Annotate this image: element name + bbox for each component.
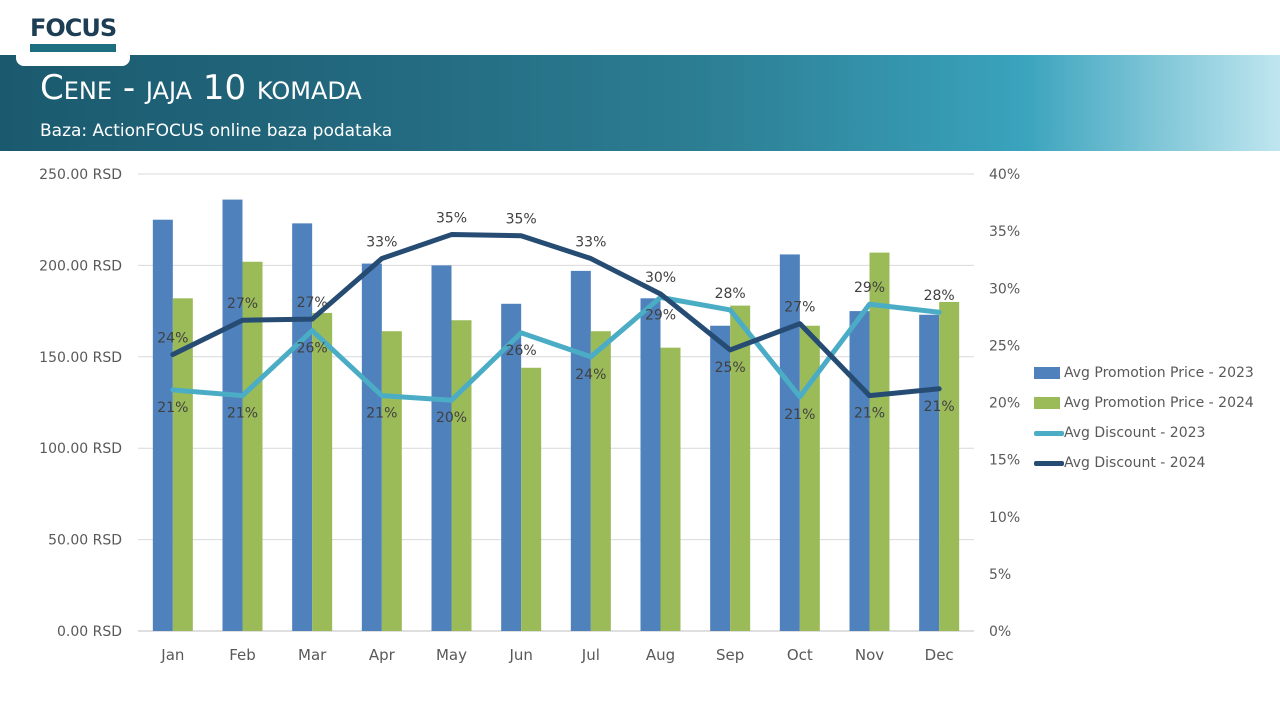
x-tick-label: Apr [369, 646, 396, 664]
data-label-discount-2024: 35% [436, 211, 467, 227]
x-tick-label: Mar [298, 646, 327, 664]
x-tick-label: Jun [508, 646, 532, 664]
y-left-tick-label: 200.00 RSD [39, 258, 122, 274]
data-label-discount-2024: 35% [506, 212, 537, 228]
x-tick-label: May [436, 646, 467, 664]
chart-legend: Avg Promotion Price - 2023 Avg Promotion… [1034, 358, 1254, 478]
data-label-discount-2024: 30% [645, 270, 676, 286]
data-label-discount-2023: 26% [297, 341, 328, 357]
y-right-tick-label: 5% [989, 567, 1011, 583]
legend-label-disc-2024: Avg Discount - 2024 [1064, 455, 1206, 471]
x-tick-label: Jan [160, 646, 184, 664]
bar-promo-2024 [730, 305, 751, 631]
bar-promo-2024 [660, 347, 681, 631]
legend-line-disc-2024 [1034, 460, 1064, 466]
bar-promo-2023 [222, 199, 243, 632]
page-subtitle: Baza: ActionFOCUS online baza podataka [40, 121, 393, 141]
logo-text: FOCUS [30, 14, 117, 42]
legend-item-disc-2023: Avg Discount - 2023 [1034, 418, 1254, 448]
data-label-discount-2024: 27% [227, 296, 258, 312]
data-label-discount-2023: 21% [157, 400, 188, 416]
data-label-discount-2023: 21% [366, 406, 397, 422]
focus-logo: FOCUS [16, 0, 130, 66]
header-band [0, 55, 1280, 151]
y-right-tick-label: 15% [989, 453, 1020, 469]
legend-swatch-promo-2023 [1034, 367, 1060, 379]
y-left-tick-label: 100.00 RSD [39, 441, 122, 457]
bar-promo-2023 [919, 314, 940, 631]
bar-promo-2023 [640, 298, 661, 631]
bar-promo-2023 [710, 325, 731, 631]
bar-promo-2023 [152, 219, 173, 631]
bar-promo-2024 [381, 331, 402, 631]
data-label-discount-2023: 24% [575, 367, 606, 383]
legend-swatch-promo-2024 [1034, 397, 1060, 409]
bar-promo-2023 [431, 265, 452, 631]
data-label-discount-2024: 24% [157, 331, 188, 347]
y-left-tick-label: 0.00 RSD [57, 624, 122, 640]
data-label-discount-2024: 33% [575, 235, 606, 251]
x-tick-label: Jul [581, 646, 600, 664]
x-tick-label: Dec [925, 646, 954, 664]
line-discount-2023 [170, 294, 942, 403]
bar-promo-2023 [849, 311, 870, 631]
y-left-tick-label: 150.00 RSD [39, 350, 122, 366]
legend-label-promo-2024: Avg Promotion Price - 2024 [1064, 395, 1254, 411]
bar-promo-2024 [869, 252, 890, 631]
data-label-discount-2024: 27% [784, 300, 815, 316]
y-right-tick-label: 20% [989, 396, 1020, 412]
y-right-tick-label: 0% [989, 624, 1011, 640]
data-label-discount-2023: 28% [715, 286, 746, 302]
legend-item-disc-2024: Avg Discount - 2024 [1034, 448, 1254, 478]
x-tick-label: Feb [229, 646, 256, 664]
y-left-tick-label: 50.00 RSD [48, 533, 122, 549]
x-tick-label: Aug [646, 646, 675, 664]
y-right-tick-label: 35% [989, 224, 1020, 240]
page-title: Cene - jaja 10 komada [40, 68, 362, 108]
data-label-discount-2023: 28% [924, 288, 955, 304]
data-label-discount-2023: 21% [227, 406, 258, 422]
logo-bar [30, 44, 116, 52]
bar-promo-2023 [570, 270, 591, 631]
data-label-discount-2024: 27% [297, 295, 328, 311]
data-label-discount-2023: 29% [645, 307, 676, 323]
bar-promo-2024 [312, 312, 333, 631]
y-right-tick-label: 25% [989, 338, 1020, 354]
data-label-discount-2023: 21% [784, 407, 815, 423]
bar-promo-2024 [521, 367, 542, 631]
x-tick-label: Oct [787, 646, 813, 664]
bar-promo-2023 [501, 303, 522, 631]
line-discount-2024 [170, 232, 942, 399]
y-right-tick-label: 30% [989, 281, 1020, 297]
data-label-discount-2024: 33% [366, 235, 397, 251]
bar-promo-2024 [799, 325, 820, 631]
data-label-discount-2024: 21% [924, 399, 955, 415]
bar-promo-2023 [779, 254, 800, 631]
data-label-discount-2023: 29% [854, 280, 885, 296]
data-label-discount-2024: 21% [854, 406, 885, 422]
legend-line-disc-2023 [1034, 430, 1064, 436]
y-right-tick-label: 40% [989, 167, 1020, 183]
y-left-tick-label: 250.00 RSD [39, 167, 122, 183]
data-label-discount-2023: 20% [436, 410, 467, 426]
legend-label-promo-2023: Avg Promotion Price - 2023 [1064, 365, 1254, 381]
y-right-tick-label: 10% [989, 510, 1020, 526]
data-label-discount-2023: 26% [506, 343, 537, 359]
data-label-discount-2024: 25% [715, 360, 746, 376]
bar-promo-2024 [172, 298, 193, 631]
bar-promo-2023 [292, 223, 313, 631]
bar-promo-2023 [361, 263, 382, 631]
bar-promo-2024 [242, 261, 263, 631]
legend-item-promo-2023: Avg Promotion Price - 2023 [1034, 358, 1254, 388]
x-tick-label: Sep [716, 646, 744, 664]
x-tick-label: Nov [855, 646, 884, 664]
bar-promo-2024 [590, 331, 611, 631]
bar-promo-2024 [939, 301, 960, 631]
legend-item-promo-2024: Avg Promotion Price - 2024 [1034, 388, 1254, 418]
bar-promo-2024 [451, 320, 472, 631]
legend-label-disc-2023: Avg Discount - 2023 [1064, 425, 1206, 441]
